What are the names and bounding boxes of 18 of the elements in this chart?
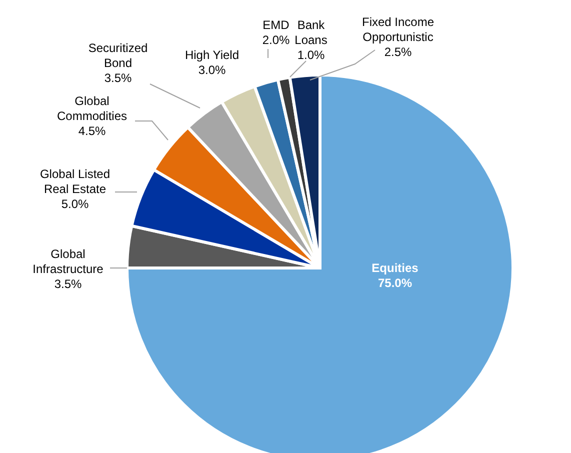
slice-label: EMD xyxy=(262,18,290,32)
slice-label: Bank Loans xyxy=(294,18,328,47)
data-label: 3.5% xyxy=(54,277,82,291)
slice-label: Equities xyxy=(372,261,419,275)
slice-label: Global Listed Real Estate xyxy=(40,167,110,196)
slice-label: Global Infrastructure xyxy=(32,247,104,276)
slice-label: High Yield xyxy=(184,48,240,62)
data-label: 1.0% xyxy=(297,48,325,62)
data-label: 2.0% xyxy=(262,33,290,47)
data-label: 2.5% xyxy=(384,45,412,59)
data-label: 3.5% xyxy=(104,71,132,85)
slice-label: Securitized Bond xyxy=(88,41,148,70)
data-label: 5.0% xyxy=(61,197,89,211)
slice-label: Global Commodities xyxy=(56,94,128,123)
data-label: 4.5% xyxy=(78,124,106,138)
slice-label: Fixed Income Opportunistic xyxy=(362,15,434,44)
data-label: 3.0% xyxy=(198,63,226,77)
data-label: 75.0% xyxy=(378,276,412,290)
